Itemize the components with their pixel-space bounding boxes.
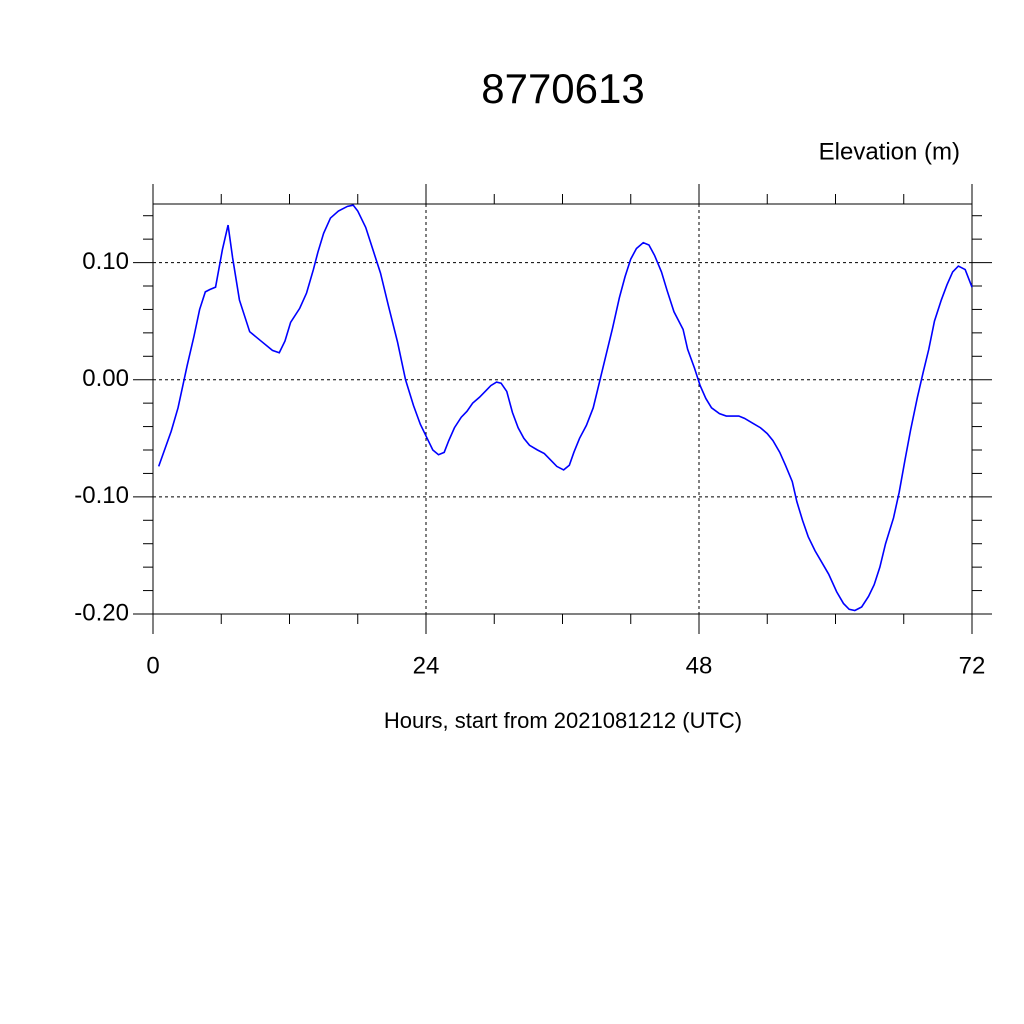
y-tick-label: -0.10 bbox=[74, 482, 129, 509]
x-tick-label: 24 bbox=[413, 652, 440, 679]
subtitle: Elevation (m) bbox=[819, 138, 960, 165]
y-tick-label: -0.20 bbox=[74, 599, 129, 626]
x-tick-label: 48 bbox=[686, 652, 713, 679]
x-axis-label: Hours, start from 2021081212 (UTC) bbox=[384, 708, 742, 733]
y-tick-label: 0.00 bbox=[82, 365, 129, 392]
x-tick-label: 72 bbox=[959, 652, 986, 679]
chart-title: 8770613 bbox=[481, 65, 645, 112]
plot-frame bbox=[152, 203, 973, 615]
y-tick-label: 0.10 bbox=[82, 248, 129, 275]
data-line bbox=[157, 204, 973, 612]
x-tick-label: 0 bbox=[146, 652, 159, 679]
